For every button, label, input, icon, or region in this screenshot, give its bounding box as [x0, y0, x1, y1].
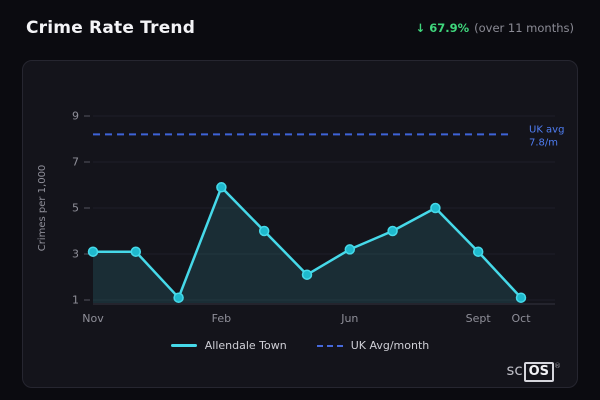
page-title: Crime Rate Trend — [26, 18, 196, 38]
scos-logo: sc OS ® — [506, 361, 561, 382]
y-tick-label: 1 — [72, 294, 79, 307]
data-point — [258, 225, 270, 237]
data-point — [216, 182, 227, 193]
series-area — [93, 187, 521, 303]
data-point — [87, 246, 99, 257]
x-tick-label: Sept — [466, 312, 492, 325]
logo-prefix: sc — [506, 361, 523, 379]
logo-suffix: OS — [523, 362, 554, 382]
legend-label-allendale: Allendale Town — [204, 339, 287, 352]
data-point — [472, 246, 484, 257]
registered-mark: ® — [554, 362, 561, 370]
x-tick-label: Feb — [212, 312, 231, 325]
trend-delta: ↓ 67.9% — [415, 21, 470, 35]
data-point — [515, 292, 527, 303]
data-point — [130, 246, 142, 257]
legend-item-uk-avg[interactable]: UK Avg/month — [316, 339, 430, 352]
data-point — [301, 269, 313, 280]
solid-line-swatch — [170, 344, 197, 347]
trend-period: (over 11 months) — [474, 21, 574, 35]
y-axis-title: Crimes per 1,000 — [37, 165, 48, 252]
data-point — [344, 244, 356, 255]
x-tick-label: Jun — [340, 312, 358, 325]
y-tick-label: 7 — [72, 156, 79, 169]
legend-label-uk-avg: UK Avg/month — [350, 339, 430, 352]
dashed-line-swatch — [316, 344, 343, 347]
uk-avg-label: UK avg — [529, 124, 564, 135]
y-tick-label: 5 — [72, 202, 79, 215]
chart-legend: Allendale Town UK Avg/month — [31, 339, 569, 352]
header: Crime Rate Trend ↓ 67.9% (over 11 months) — [0, 0, 600, 46]
trend-summary: ↓ 67.9% (over 11 months) — [416, 21, 574, 35]
y-tick-label: 9 — [72, 110, 79, 123]
data-point — [387, 225, 398, 237]
y-tick-label: 3 — [72, 248, 79, 261]
data-point — [173, 292, 184, 303]
chart-panel: 9 7 5 3 1 Nov Feb Jun Sept Oct Crimes per 1,000 UK … — [22, 60, 578, 388]
legend-item-allendale[interactable]: Allendale Town — [170, 339, 287, 352]
x-tick-label: Oct — [511, 312, 531, 325]
data-point — [430, 202, 441, 214]
uk-avg-value: 7.8/m — [529, 137, 558, 148]
x-tick-label: Nov — [82, 312, 104, 325]
